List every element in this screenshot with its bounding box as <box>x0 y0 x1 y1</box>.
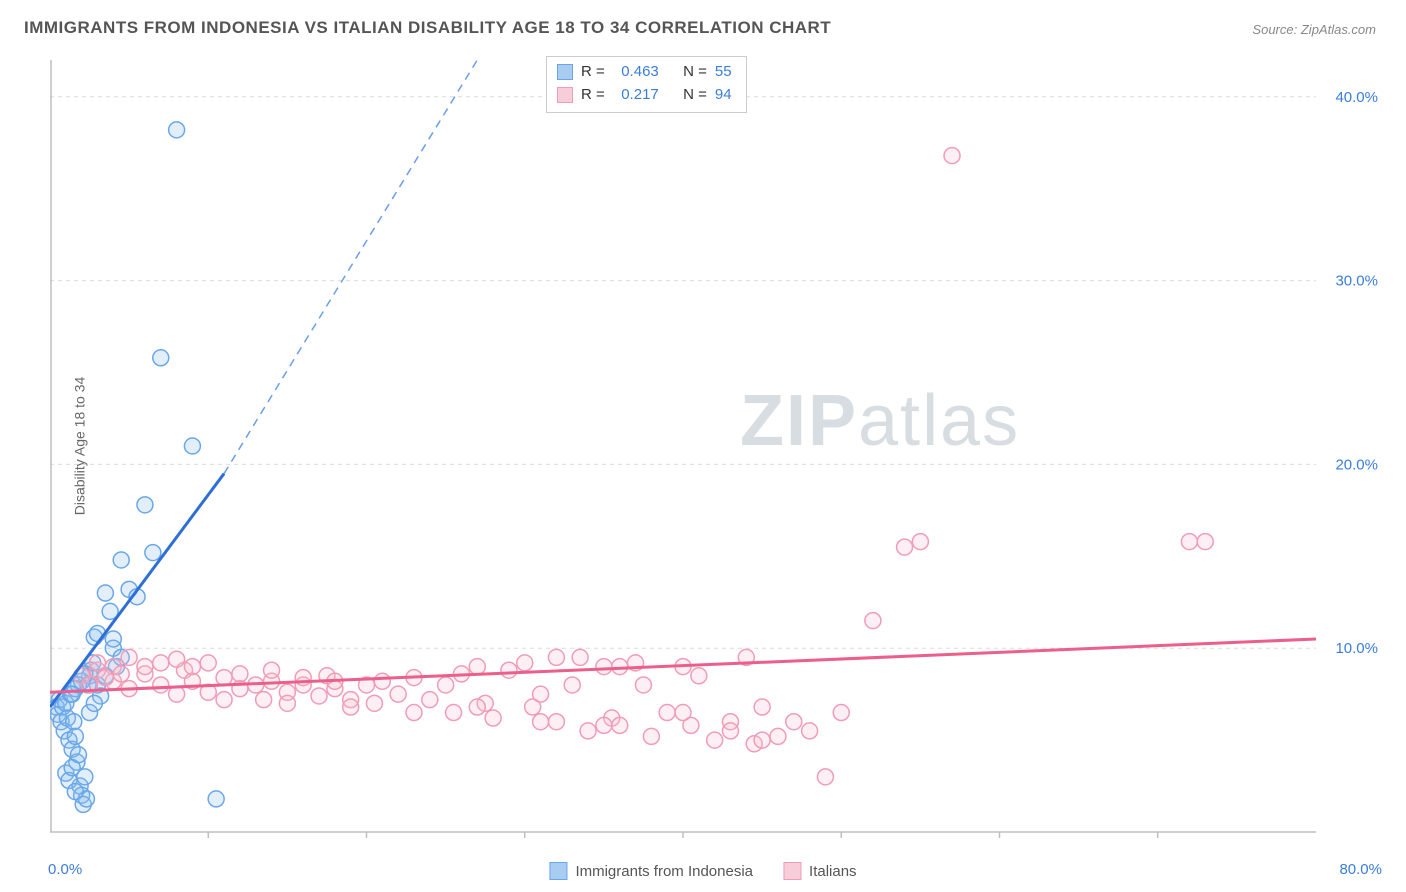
r-value-pink: 0.217 <box>613 84 659 107</box>
n-label: N = <box>683 84 707 107</box>
svg-text:30.0%: 30.0% <box>1335 273 1378 290</box>
legend: Immigrants from Indonesia Italians <box>549 862 856 880</box>
source-credit: Source: ZipAtlas.com <box>1252 22 1376 37</box>
n-value-pink: 94 <box>715 84 732 107</box>
r-value-blue: 0.463 <box>613 61 659 84</box>
plot-area: 10.0% 20.0% 30.0% 40.0% <box>50 50 1386 842</box>
scatter-chart: 10.0% 20.0% 30.0% 40.0% <box>50 50 1386 842</box>
x-axis-min-label: 0.0% <box>48 861 82 878</box>
stat-swatch-blue <box>557 64 573 80</box>
legend-label-blue: Immigrants from Indonesia <box>575 863 753 880</box>
n-label: N = <box>683 61 707 84</box>
stats-box: R = 0.463 N = 55 R = 0.217 N = 94 <box>546 56 747 113</box>
n-value-blue: 55 <box>715 61 732 84</box>
source-value: ZipAtlas.com <box>1301 22 1376 37</box>
chart-title: IMMIGRANTS FROM INDONESIA VS ITALIAN DIS… <box>24 18 831 38</box>
svg-text:10.0%: 10.0% <box>1335 640 1378 657</box>
svg-text:40.0%: 40.0% <box>1335 89 1378 106</box>
x-axis-max-label: 80.0% <box>1339 861 1382 878</box>
stats-row-blue: R = 0.463 N = 55 <box>557 61 732 84</box>
legend-item-pink: Italians <box>783 862 857 880</box>
svg-text:20.0%: 20.0% <box>1335 456 1378 473</box>
legend-swatch-pink <box>783 862 801 880</box>
legend-swatch-blue <box>549 862 567 880</box>
legend-label-pink: Italians <box>809 863 857 880</box>
r-label: R = <box>581 61 605 84</box>
source-label: Source: <box>1252 22 1297 37</box>
stats-row-pink: R = 0.217 N = 94 <box>557 84 732 107</box>
legend-item-blue: Immigrants from Indonesia <box>549 862 753 880</box>
r-label: R = <box>581 84 605 107</box>
stat-swatch-pink <box>557 87 573 103</box>
